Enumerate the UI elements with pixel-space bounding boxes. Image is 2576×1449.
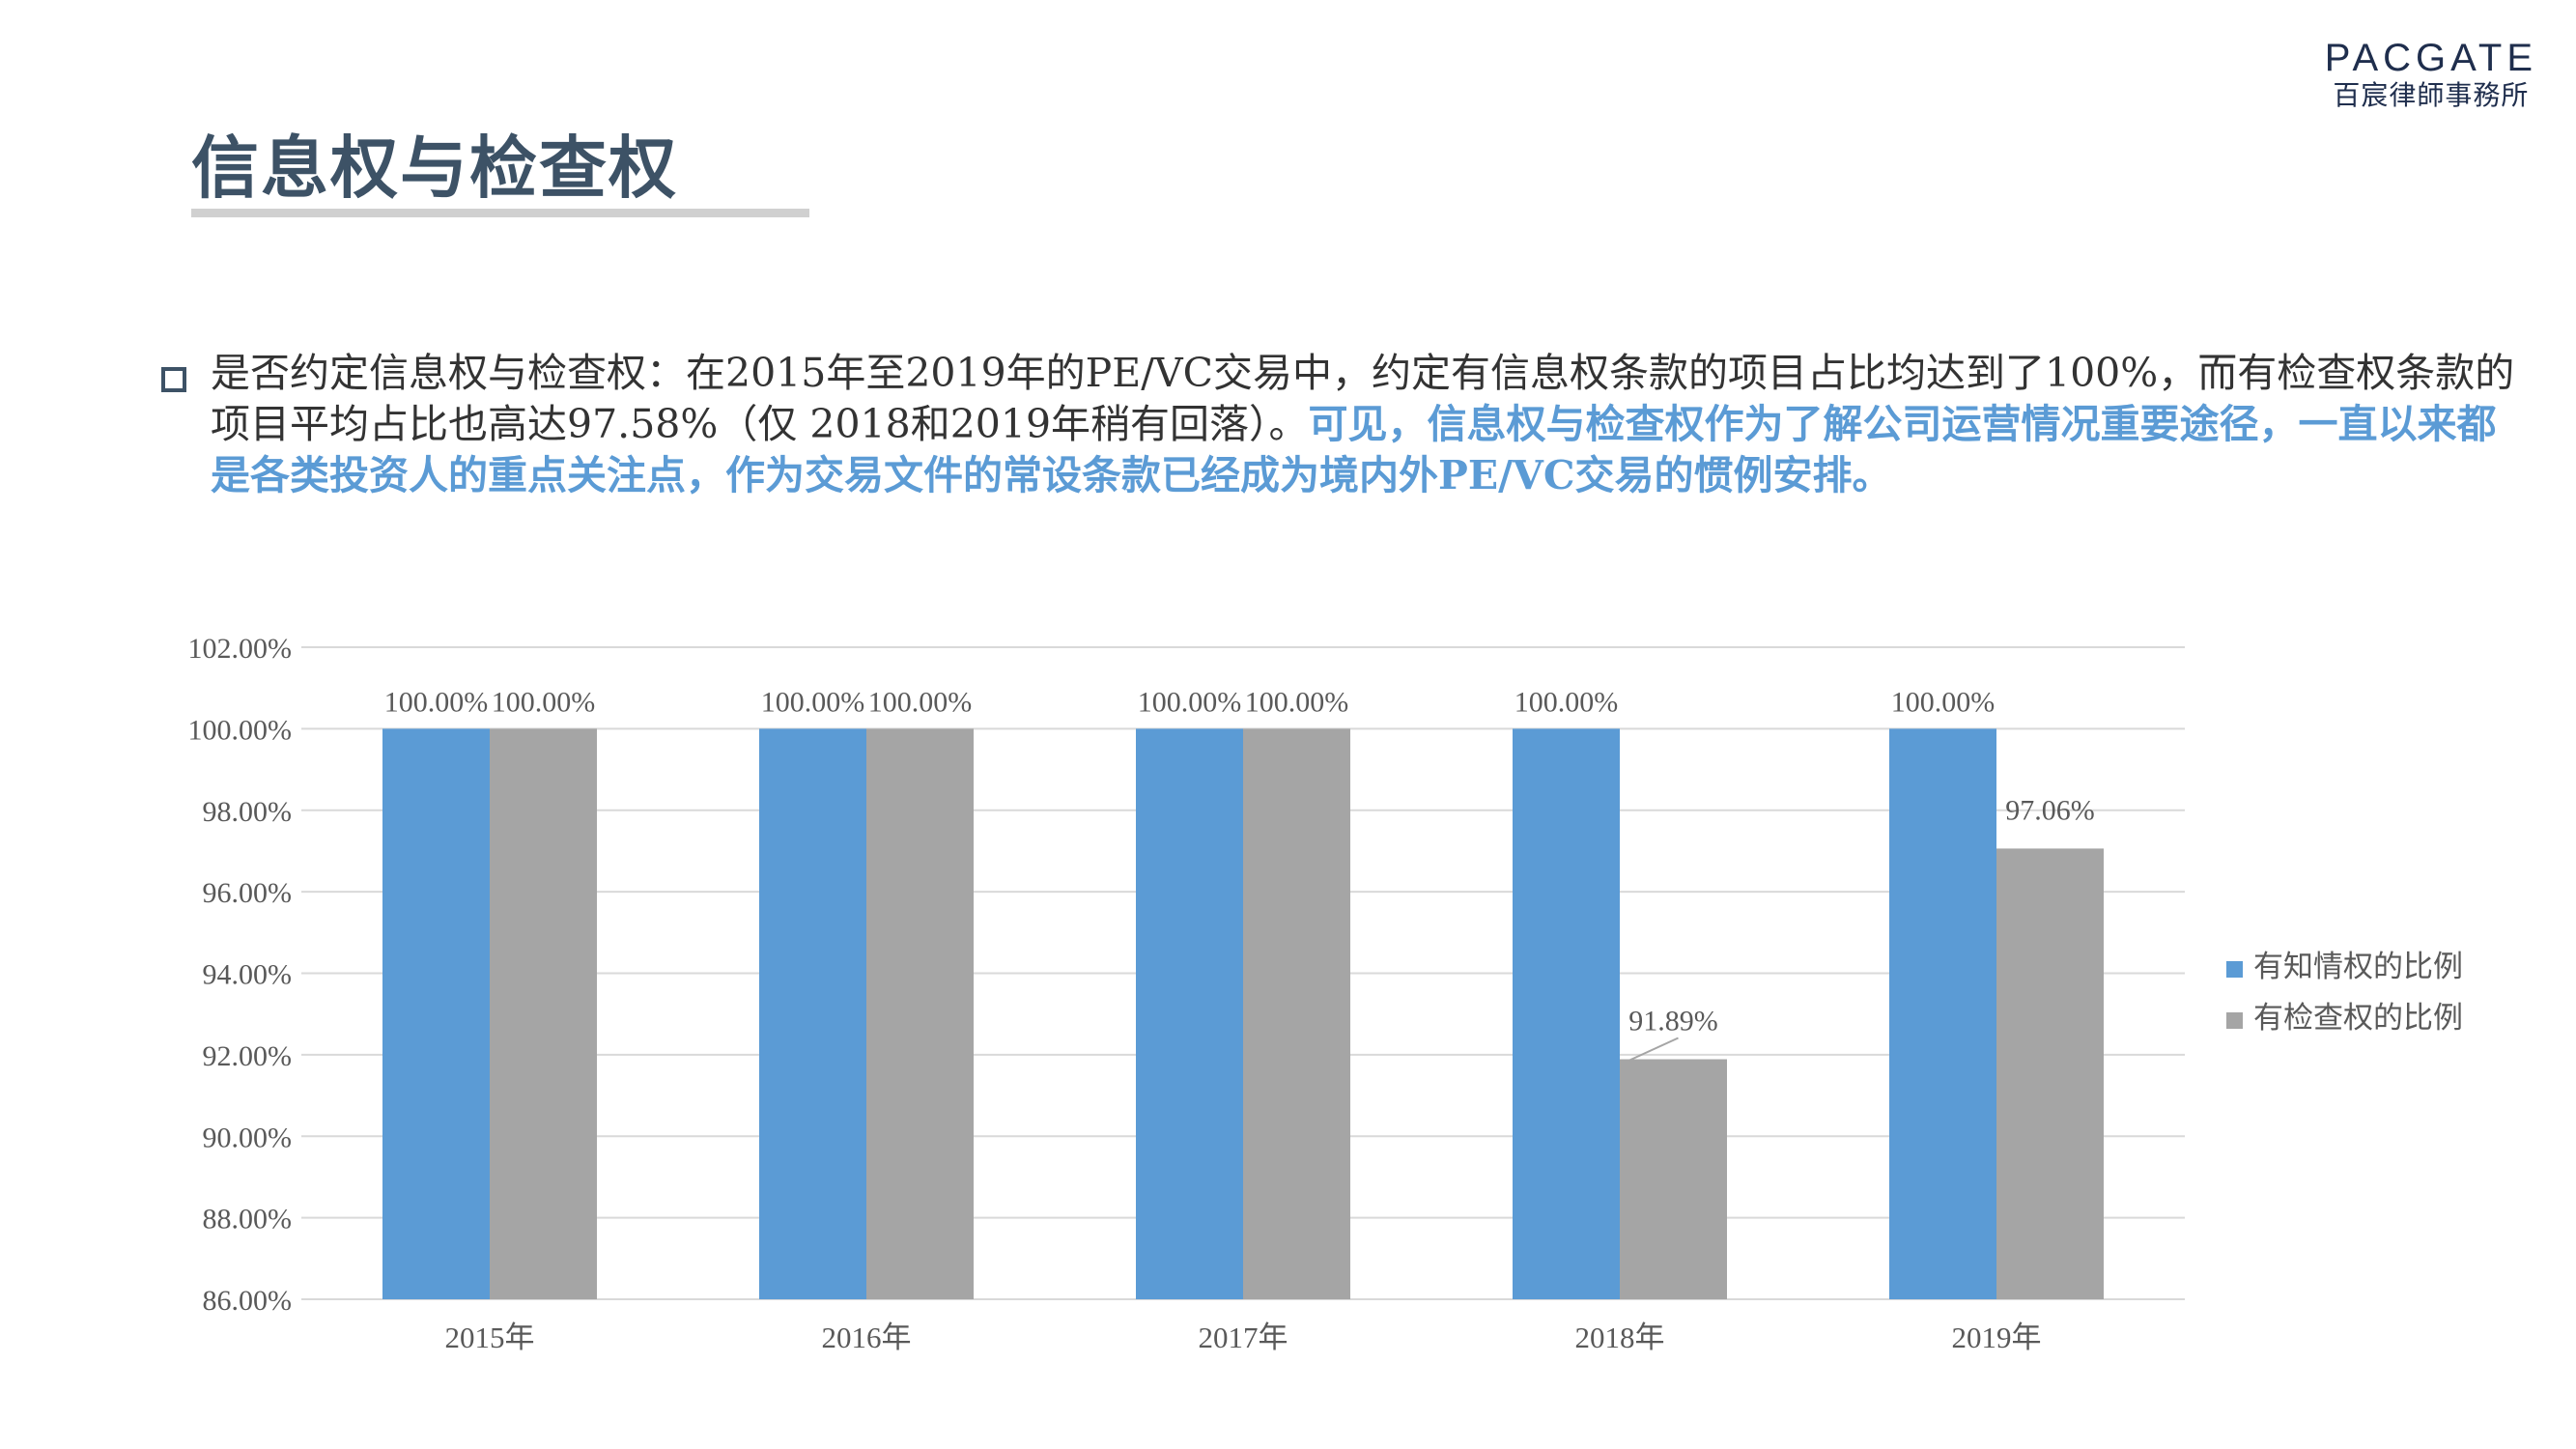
- logo-name-en: PACGATE: [2324, 37, 2537, 79]
- y-tick-label: 86.00%: [203, 1285, 293, 1317]
- data-label: 97.06%: [2005, 794, 2095, 826]
- x-tick-label: 2015年: [445, 1321, 535, 1354]
- bar: [1243, 728, 1350, 1299]
- legend-swatch: [2226, 961, 2243, 978]
- data-label: 100.00%: [1245, 686, 1349, 718]
- data-label-leader-line: [1627, 1037, 1679, 1063]
- data-label: 100.00%: [868, 686, 973, 718]
- bar: [1513, 728, 1620, 1299]
- firm-logo: PACGATE 百宸律師事務所: [2325, 37, 2537, 112]
- bar: [1620, 1059, 1727, 1299]
- bar: [1996, 848, 2104, 1299]
- legend-label: 有检查权的比例: [2253, 1001, 2463, 1036]
- bar-chart: 86.00% 88.00% 90.00% 92.00% 94.00% 96.00% 98.0…: [188, 633, 2464, 1354]
- bar: [866, 728, 974, 1299]
- x-tick-label: 2018年: [1575, 1321, 1665, 1354]
- page-title: 信息权与检查权: [191, 128, 678, 208]
- y-tick-label: 88.00%: [203, 1204, 293, 1236]
- legend-label: 有知情权的比例: [2253, 950, 2463, 984]
- bar: [1889, 728, 1996, 1299]
- y-tick-label: 96.00%: [203, 877, 293, 909]
- x-tick-label: 2017年: [1199, 1321, 1288, 1354]
- y-tick-label: 98.00%: [203, 796, 293, 828]
- y-tick-label: 100.00%: [188, 714, 293, 746]
- data-label: 100.00%: [761, 686, 865, 718]
- data-label: 100.00%: [1891, 686, 1996, 718]
- y-tick-label: 94.00%: [203, 959, 293, 991]
- bullet-square-icon: [161, 367, 186, 392]
- bar: [382, 728, 490, 1299]
- bar: [490, 728, 597, 1299]
- body-highlight-text: 可见，信息权与检查权作为了解公司运营情况重要途径，一直以来都是各类投资人的重点关…: [211, 401, 2497, 498]
- y-tick-label: 102.00%: [188, 633, 293, 665]
- bar: [759, 728, 866, 1299]
- y-tick-label: 92.00%: [203, 1040, 293, 1072]
- data-label: 100.00%: [384, 686, 489, 718]
- legend-swatch: [2226, 1012, 2243, 1029]
- bar: [1136, 728, 1243, 1299]
- x-tick-label: 2019年: [1952, 1321, 2042, 1354]
- logo-name-cn: 百宸律師事務所: [2333, 79, 2530, 111]
- data-label: 91.89%: [1628, 1006, 1718, 1037]
- y-tick-label: 90.00%: [203, 1122, 293, 1153]
- title-underline: [191, 209, 809, 217]
- data-label: 100.00%: [492, 686, 596, 718]
- data-label: 100.00%: [1138, 686, 1242, 718]
- body-paragraph: 是否约定信息权与检查权：在2015年至2019年的PE/VC交易中，约定有信息权…: [211, 348, 2519, 501]
- data-label: 100.00%: [1514, 686, 1619, 718]
- x-tick-label: 2016年: [822, 1321, 912, 1354]
- body-normal-text: 是否约定信息权与检查权：在2015年至2019年的PE/VC交易中，约定有信息权…: [211, 350, 2515, 447]
